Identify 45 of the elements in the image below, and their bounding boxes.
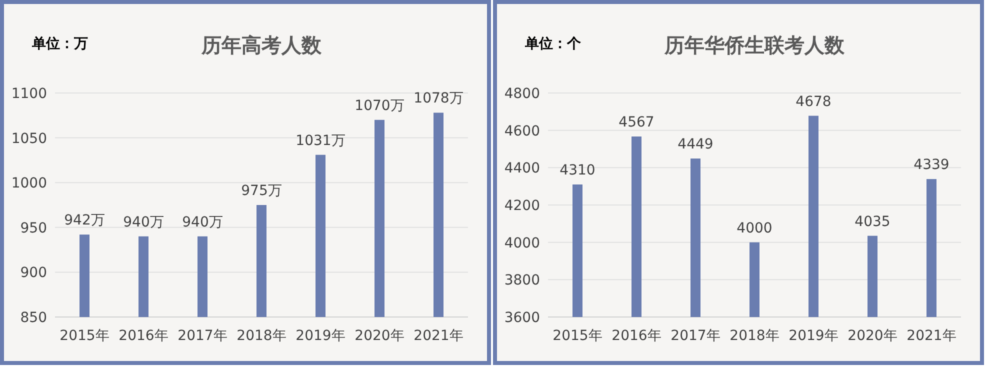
data-label: 1078万 xyxy=(414,90,464,107)
y-tick-label: 850 xyxy=(20,310,47,326)
data-label: 4567 xyxy=(618,114,654,130)
data-label: 4678 xyxy=(796,94,832,110)
x-tick-label: 2021年 xyxy=(906,328,956,344)
x-tick-label: 2021年 xyxy=(414,328,464,344)
data-label: 4035 xyxy=(854,214,890,230)
x-tick-label: 2017年 xyxy=(670,328,720,344)
data-label: 1070万 xyxy=(354,98,404,114)
y-tick-label: 1000 xyxy=(11,176,47,192)
chart-title: 历年高考人数 xyxy=(200,33,322,57)
data-label: 942万 xyxy=(64,212,105,229)
y-tick-label: 3600 xyxy=(504,310,540,326)
y-tick-label: 4600 xyxy=(504,123,540,140)
y-tick-label: 3800 xyxy=(504,272,540,289)
x-tick-label: 2020年 xyxy=(354,328,404,344)
x-tick-label: 2019年 xyxy=(296,328,346,344)
data-label: 4000 xyxy=(736,220,772,236)
y-tick-label: 900 xyxy=(20,265,47,282)
y-tick-label: 4200 xyxy=(504,198,540,214)
data-label: 4339 xyxy=(914,157,950,174)
x-tick-label: 2015年 xyxy=(552,328,602,344)
x-tick-label: 2019年 xyxy=(788,328,838,344)
y-tick-label: 950 xyxy=(20,220,47,236)
x-tick-label: 2017年 xyxy=(178,328,228,344)
x-tick-label: 2018年 xyxy=(236,328,286,344)
data-label: 975万 xyxy=(241,183,282,199)
y-tick-label: 4800 xyxy=(504,86,540,102)
chart-title: 历年华侨生联考人数 xyxy=(664,33,846,57)
x-tick-label: 2016年 xyxy=(612,328,662,344)
data-label: 4449 xyxy=(678,136,714,153)
data-label: 940万 xyxy=(123,214,164,230)
data-label: 1031万 xyxy=(296,132,346,149)
x-tick-label: 2020年 xyxy=(848,328,898,344)
x-tick-label: 2018年 xyxy=(730,328,780,344)
x-tick-label: 2015年 xyxy=(60,328,110,344)
x-tick-label: 2016年 xyxy=(118,328,168,344)
y-tick-label: 4400 xyxy=(504,160,540,177)
y-tick-label: 1050 xyxy=(11,130,47,147)
y-tick-label: 4000 xyxy=(504,235,540,252)
y-tick-label: 1100 xyxy=(11,86,47,102)
data-label: 940万 xyxy=(182,214,223,230)
data-label: 4310 xyxy=(560,162,596,178)
text: 单位：个 xyxy=(524,36,582,52)
text: 单位：万 xyxy=(31,36,88,52)
